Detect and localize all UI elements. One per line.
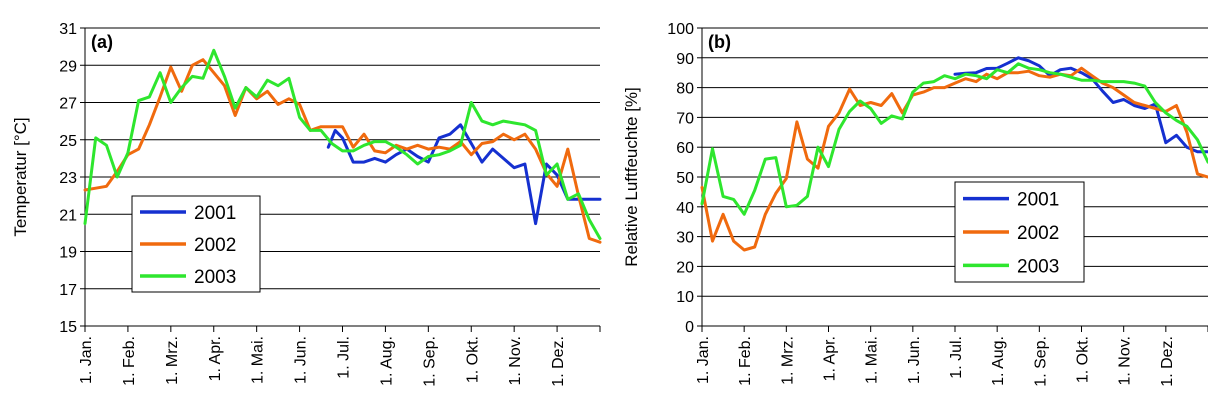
x-tick-label: 1. Jun. [293, 336, 310, 384]
x-tick-label: 1. Aug. [378, 336, 395, 386]
y-tick-label: 29 [59, 58, 77, 75]
x-tick-label: 1. Mai. [864, 336, 881, 384]
y-tick-label: 23 [59, 170, 77, 187]
series-line-2002 [700, 66, 1208, 252]
x-tick-label: 1. Jan. [695, 336, 712, 384]
x-tick-label: 1. Feb. [737, 336, 754, 386]
y-tick-label: 100 [667, 21, 694, 38]
y-tick-label: 31 [59, 21, 77, 38]
y-tick-label: 30 [676, 230, 694, 247]
series-line-2003 [83, 48, 602, 240]
legend-label: 2001 [1017, 190, 1059, 211]
x-tick-label: 1. Okt. [464, 336, 481, 383]
series-line-2002 [83, 58, 602, 244]
y-tick-label: 90 [676, 51, 694, 68]
x-tick-label: 1. Sep. [1032, 336, 1049, 387]
series-line-2001 [326, 123, 602, 226]
y-tick-label: 27 [59, 96, 77, 113]
y-tick-label: 17 [59, 282, 77, 299]
y-tick-label: 50 [676, 170, 694, 187]
temperature-chart-panel: 15 17 19 21 23 25 27 29 31 1. Jan. 1. Feb. 1. Mrz. 1… [11, 21, 602, 387]
x-tick-label: 1. Dez. [550, 336, 567, 387]
x-tick-label: 1. Jul. [948, 336, 965, 379]
y-tick-label: 70 [676, 110, 694, 127]
y-tick-label: 0 [685, 319, 694, 336]
x-tick-label: 1. Nov. [1117, 336, 1134, 386]
x-tick-label: 1. Apr. [822, 336, 839, 381]
y-tick-label: 25 [59, 133, 77, 150]
y-tick-label: 60 [676, 140, 694, 157]
legend-label: 2002 [1017, 223, 1059, 244]
x-tick-label: 1. Okt. [1075, 336, 1092, 383]
x-tick-label: 1. Dez. [1159, 336, 1176, 387]
x-tick-label: 1. Jul. [336, 336, 353, 379]
legend-label: 2003 [1017, 256, 1059, 277]
x-tick-label: 1. Mai. [250, 336, 267, 384]
y-tick-label: 20 [676, 259, 694, 276]
x-tick-label: 1. Nov. [507, 336, 524, 386]
x-tick-label: 1. Apr. [207, 336, 224, 381]
x-tick-label: 1. Sep. [421, 336, 438, 387]
humidity-chart-panel: 0 10 20 30 40 50 60 70 80 90 100 1. Jan. 1. Feb. 1. M… [622, 21, 1208, 387]
y-tick-label: 80 [676, 81, 694, 98]
panel-label: (b) [708, 32, 731, 52]
legend-label: 2002 [194, 235, 236, 256]
legend-label: 2001 [194, 203, 236, 224]
legend-label: 2003 [194, 267, 236, 288]
y-tick-label: 19 [59, 245, 77, 262]
y-tick-label: 21 [59, 207, 77, 224]
x-tick-label: 1. Aug. [990, 336, 1007, 386]
y-tick-label: 15 [59, 319, 77, 336]
x-tick-label: 1. Mrz. [779, 336, 796, 385]
x-tick-label: 1. Jan. [78, 336, 95, 384]
y-tick-label: 40 [676, 200, 694, 217]
x-tick-label: 1. Jun. [906, 336, 923, 384]
y-axis-title: Temperatur [°C] [11, 117, 30, 236]
y-tick-label: 10 [676, 289, 694, 306]
panel-label: (a) [91, 32, 113, 52]
series-line-2003 [700, 62, 1208, 216]
y-axis-title: Relative Luftfeuchte [%] [622, 87, 641, 267]
x-tick-label: 1. Feb. [121, 336, 138, 386]
x-tick-label: 1. Mrz. [164, 336, 181, 385]
